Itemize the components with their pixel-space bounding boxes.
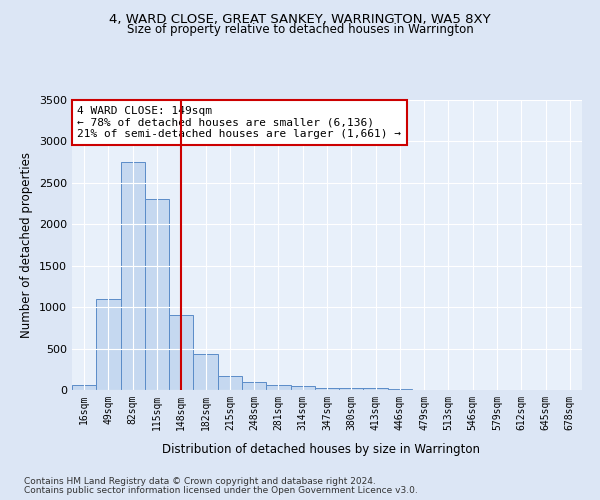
Text: Size of property relative to detached houses in Warrington: Size of property relative to detached ho… [127,24,473,36]
Bar [218,376,242,390]
Text: Distribution of detached houses by size in Warrington: Distribution of detached houses by size … [162,442,480,456]
Bar [193,354,218,390]
Bar [364,388,388,390]
Text: 4, WARD CLOSE, GREAT SANKEY, WARRINGTON, WA5 8XY: 4, WARD CLOSE, GREAT SANKEY, WARRINGTON,… [109,12,491,26]
Bar [72,386,96,390]
Bar [96,299,121,390]
Bar [315,388,339,390]
Text: Contains public sector information licensed under the Open Government Licence v3: Contains public sector information licen… [24,486,418,495]
Bar [290,386,315,390]
Bar [266,386,290,390]
Text: Contains HM Land Registry data © Crown copyright and database right 2024.: Contains HM Land Registry data © Crown c… [24,478,376,486]
Y-axis label: Number of detached properties: Number of detached properties [20,152,34,338]
Bar [242,382,266,390]
Bar [169,316,193,390]
Bar [121,162,145,390]
Text: 4 WARD CLOSE: 149sqm
← 78% of detached houses are smaller (6,136)
21% of semi-de: 4 WARD CLOSE: 149sqm ← 78% of detached h… [77,106,401,139]
Bar [145,200,169,390]
Bar [339,388,364,390]
